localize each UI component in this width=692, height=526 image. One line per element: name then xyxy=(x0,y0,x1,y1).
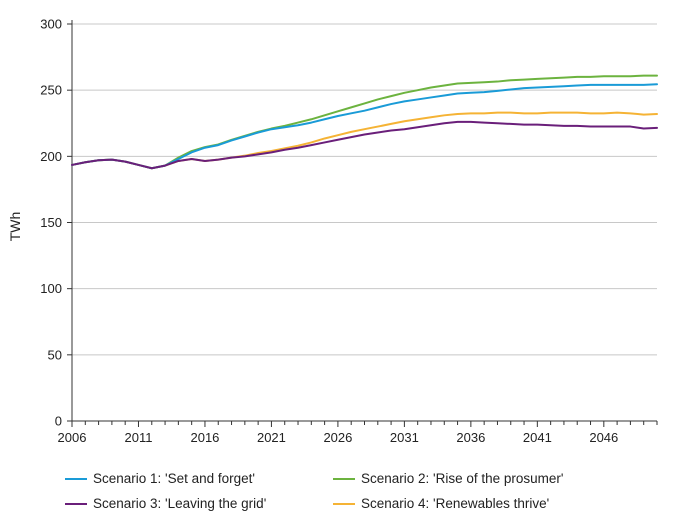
legend-label: Scenario 4: 'Renewables thrive' xyxy=(361,496,549,511)
y-axis-title: TWh xyxy=(7,212,23,242)
series-line-scenario-2 xyxy=(71,74,658,170)
legend-item-scenario-4[interactable]: Scenario 4: 'Renewables thrive' xyxy=(333,496,549,511)
legend[interactable]: Scenario 1: 'Set and forget' Scenario 2: … xyxy=(65,471,564,511)
series-line-scenario-4 xyxy=(71,111,658,170)
legend-item-scenario-3[interactable]: Scenario 3: 'Leaving the grid' xyxy=(65,496,266,511)
x-tick-label: 2006 xyxy=(58,430,87,445)
x-tick-label: 2031 xyxy=(390,430,419,445)
x-tick-label: 2016 xyxy=(190,430,219,445)
x-tick-label: 2021 xyxy=(257,430,286,445)
legend-label: Scenario 2: 'Rise of the prosumer' xyxy=(361,471,564,486)
y-tick-label: 0 xyxy=(55,414,62,429)
legend-item-scenario-2[interactable]: Scenario 2: 'Rise of the prosumer' xyxy=(333,471,564,486)
legend-item-scenario-1[interactable]: Scenario 1: 'Set and forget' xyxy=(65,471,255,486)
series-lines xyxy=(71,74,658,170)
x-tick-label: 2041 xyxy=(523,430,552,445)
y-tick-label: 250 xyxy=(40,83,62,98)
x-tick-label: 2036 xyxy=(456,430,485,445)
x-tick-label: 2026 xyxy=(323,430,352,445)
y-tick-label: 200 xyxy=(40,149,62,164)
tick-labels: 0 50 100 150 200 250 300 2006 2011 2016 2021 2026 20… xyxy=(7,17,618,446)
y-tick-label: 150 xyxy=(40,215,62,230)
axes xyxy=(67,20,658,427)
series-line-scenario-3 xyxy=(71,120,658,170)
y-tick-label: 100 xyxy=(40,281,62,296)
x-tick-label: 2046 xyxy=(589,430,618,445)
gridlines xyxy=(72,23,657,356)
y-tick-label: 300 xyxy=(40,17,62,32)
legend-label: Scenario 3: 'Leaving the grid' xyxy=(93,496,266,511)
legend-label: Scenario 1: 'Set and forget' xyxy=(93,471,255,486)
x-tick-label: 2011 xyxy=(124,430,152,445)
y-tick-label: 50 xyxy=(48,347,62,362)
